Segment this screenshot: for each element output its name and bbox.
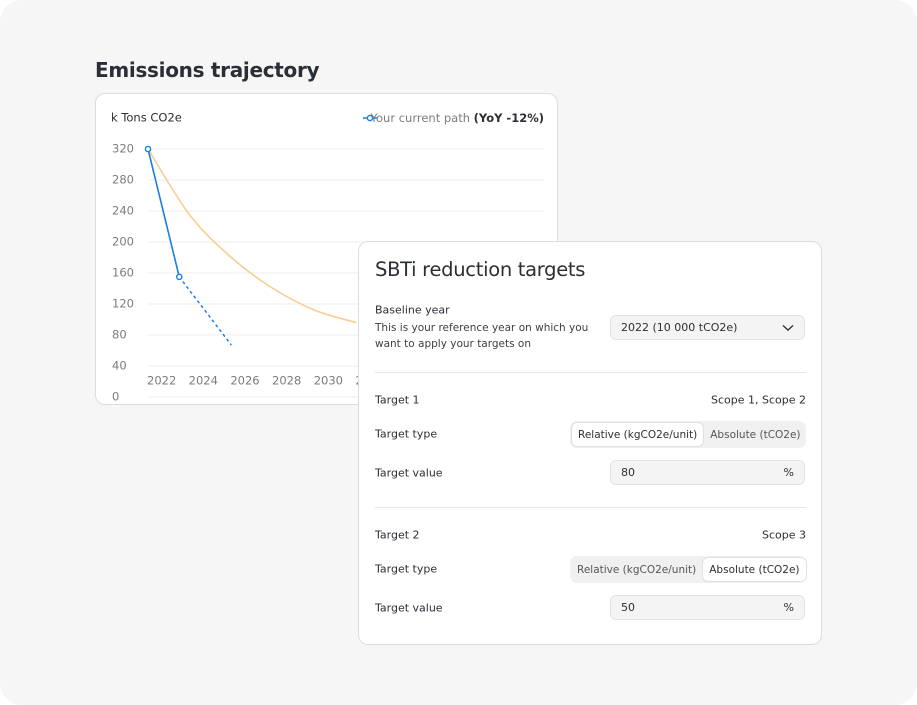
y-tick-label: 200	[112, 235, 134, 249]
x-tick-label: 2026	[230, 374, 259, 388]
input-unit: %	[783, 466, 794, 479]
series-line	[147, 148, 181, 278]
value-input[interactable]: 50%	[610, 595, 805, 620]
select-value: 2022 (10 000 tCO2e)	[621, 321, 738, 334]
target-name: Target 2	[375, 528, 420, 542]
input-value: 80	[621, 466, 635, 479]
section-title: Emissions trajectory	[95, 58, 320, 82]
x-tick-label: 2030	[314, 374, 343, 388]
point	[175, 273, 183, 281]
baseline-label: Baseline year	[375, 303, 450, 317]
type-label: Target type	[375, 562, 438, 576]
value-label: Target value	[375, 601, 443, 615]
divider	[375, 372, 806, 373]
y-tick-label: 120	[112, 297, 134, 311]
targets-panel: SBTi reduction targets Baseline year Thi…	[358, 241, 822, 645]
y-tick-label: 160	[112, 266, 134, 280]
legend-label: Your current path	[370, 111, 471, 125]
point	[144, 145, 152, 153]
type-label: Target type	[375, 427, 438, 441]
segmented-control: Relative (kgCO2e/unit) Absolute (tCO2e)	[570, 556, 807, 583]
y-tick-label: 40	[112, 359, 127, 373]
segment-option[interactable]: Relative (kgCO2e/unit)	[571, 422, 705, 447]
legend-icon	[366, 114, 374, 122]
y-axis-title: k Tons CO2e	[111, 111, 182, 125]
panel-title: SBTi reduction targets	[375, 258, 586, 281]
input-value: 50	[621, 601, 635, 614]
x-tick-label: 2028	[272, 374, 301, 388]
baseline-description: This is your reference year on which you…	[375, 322, 589, 350]
input-unit: %	[783, 601, 794, 614]
y-tick-label: 0	[112, 390, 119, 404]
legend: Your current path (YoY -12%)	[370, 111, 544, 125]
baseline-select[interactable]: 2022 (10 000 tCO2e)	[610, 315, 805, 340]
target-scope: Scope 3	[761, 528, 806, 542]
series-line	[147, 148, 357, 324]
chevron-icon	[782, 324, 794, 331]
segmented-control: Relative (kgCO2e/unit) Absolute (tCO2e)	[570, 421, 806, 448]
target-name: Target 1	[375, 393, 420, 407]
y-tick-label: 320	[112, 142, 134, 156]
legend-annotation: (YoY -12%)	[474, 111, 544, 125]
value-label: Target value	[375, 466, 443, 480]
x-tick-label: 2024	[189, 374, 218, 388]
segment-option[interactable]: Absolute (tCO2e)	[710, 428, 801, 441]
value-input[interactable]: 80%	[610, 460, 805, 485]
divider	[375, 507, 806, 508]
segment-option[interactable]: Relative (kgCO2e/unit)	[577, 563, 697, 576]
x-tick-label: 2022	[147, 374, 176, 388]
y-tick-label: 80	[112, 328, 127, 342]
segment-option[interactable]: Absolute (tCO2e)	[702, 557, 807, 582]
y-tick-label: 280	[112, 173, 134, 187]
series-line	[178, 276, 232, 346]
target-scope: Scope 1, Scope 2	[710, 393, 806, 407]
y-tick-label: 240	[112, 204, 134, 218]
